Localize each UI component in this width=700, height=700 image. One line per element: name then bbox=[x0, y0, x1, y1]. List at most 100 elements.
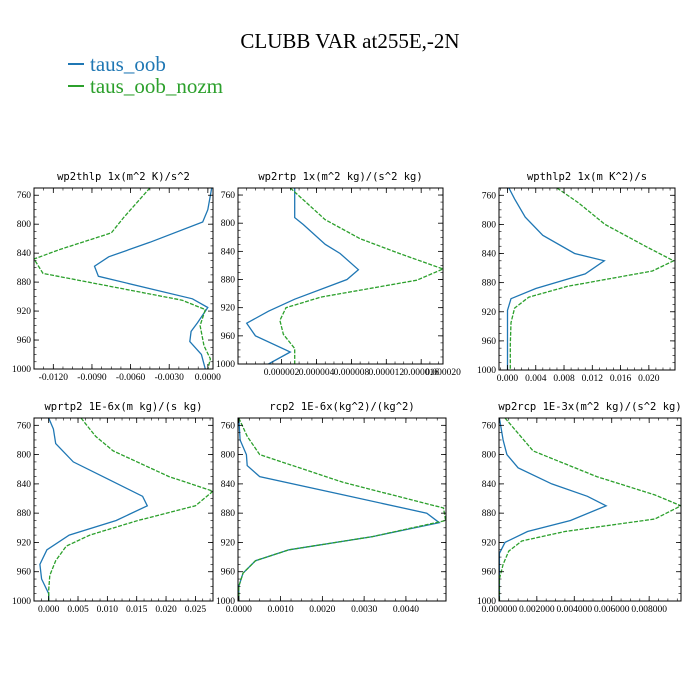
legend-label-taus-oob: taus_oob bbox=[90, 52, 166, 76]
x-tick-label: -0.0060 bbox=[116, 373, 146, 383]
y-tick-label: 840 bbox=[221, 247, 236, 257]
plot-frame bbox=[33, 187, 214, 370]
panel-title: wp2thlp 1x(m^2 K)/s^2 bbox=[57, 171, 190, 183]
x-tick-label: 0.0010 bbox=[268, 605, 294, 615]
x-tick-label: 0.010 bbox=[97, 605, 119, 615]
y-tick-label: 1000 bbox=[477, 597, 496, 607]
panel-title: wprtp2 1E-6x(m kg)/(s kg) bbox=[44, 401, 202, 413]
y-tick-label: 960 bbox=[221, 332, 236, 342]
x-tick-label: 0.008000 bbox=[631, 605, 667, 615]
legend-swatch-taus-oob-nozm bbox=[68, 85, 84, 88]
panel-1: wp2thlp 1x(m^2 K)/s^2 760 800 840 880 920 960 1… bbox=[12, 171, 221, 383]
x-tick-label: 0.012 bbox=[582, 374, 604, 384]
x-tick-label: 0.004 bbox=[525, 374, 547, 384]
panel-6: wp2rcp 1E-3x(m^2 kg)/(s^2 kg)760 800 840 88… bbox=[477, 401, 682, 615]
x-tick-label: -0.0090 bbox=[77, 373, 107, 383]
y-tick-label: 880 bbox=[482, 509, 497, 519]
series-line-taus-oob-nozm bbox=[48, 418, 213, 601]
y-tick-label: 800 bbox=[221, 451, 236, 461]
y-tick-label: 800 bbox=[17, 220, 32, 230]
y-tick-label: 920 bbox=[221, 304, 236, 314]
y-tick-label: 1000 bbox=[216, 360, 235, 370]
y-tick-label: 880 bbox=[482, 279, 497, 289]
figure-title: CLUBB VAR at255E,-2N bbox=[240, 29, 460, 53]
y-tick-label: 800 bbox=[482, 220, 497, 230]
x-tick-label: 0.002000 bbox=[519, 605, 555, 615]
y-tick-label: 840 bbox=[221, 480, 236, 490]
x-tick-label: 0.020 bbox=[638, 374, 660, 384]
series-line-taus-oob bbox=[506, 188, 606, 370]
y-tick-label: 840 bbox=[482, 250, 497, 260]
series-line-taus-oob bbox=[245, 188, 360, 364]
y-tick-label: 840 bbox=[17, 249, 32, 259]
x-tick-label: 0.004000 bbox=[556, 605, 592, 615]
x-tick-label: 0.000 bbox=[38, 605, 60, 615]
panel-title: wp2rcp 1E-3x(m^2 kg)/(s^2 kg) bbox=[498, 401, 681, 413]
y-tick-label: 840 bbox=[17, 480, 32, 490]
y-tick-label: 960 bbox=[17, 568, 32, 578]
legend-item-taus-oob: taus_oob bbox=[68, 52, 166, 77]
x-tick-label: 0.0000 bbox=[226, 605, 252, 615]
x-tick-label: 0.016 bbox=[610, 374, 632, 384]
x-tick-label: 0.015 bbox=[126, 605, 148, 615]
x-tick-label: 0.000000 bbox=[482, 605, 518, 615]
y-tick-label: 920 bbox=[17, 307, 32, 317]
y-tick-label: 920 bbox=[482, 308, 497, 318]
x-tick-label: 0.020 bbox=[155, 605, 177, 615]
y-tick-label: 920 bbox=[482, 538, 497, 548]
y-tick-label: 1000 bbox=[12, 597, 31, 607]
y-tick-label: 920 bbox=[221, 538, 236, 548]
series-line-taus-oob bbox=[93, 188, 213, 369]
x-tick-label: 0.005 bbox=[67, 605, 89, 615]
legend-swatch-taus-oob bbox=[68, 63, 84, 66]
x-tick-label: 0.000012 bbox=[368, 368, 404, 378]
y-tick-label: 880 bbox=[221, 276, 236, 286]
series-line-taus-oob-nozm bbox=[238, 418, 446, 601]
series-line-taus-oob bbox=[238, 418, 441, 601]
x-tick-label: -0.0120 bbox=[39, 373, 69, 383]
y-tick-label: 760 bbox=[482, 421, 497, 431]
series-line-taus-oob-nozm bbox=[279, 188, 443, 364]
panel-title: wpthlp2 1x(m K^2)/s bbox=[527, 171, 647, 183]
y-tick-label: 760 bbox=[482, 191, 497, 201]
y-tick-label: 960 bbox=[482, 568, 497, 578]
plot-frame bbox=[498, 187, 676, 371]
plot-frame bbox=[498, 417, 682, 602]
x-tick-label: 0.0020 bbox=[309, 605, 335, 615]
y-tick-label: 960 bbox=[482, 337, 497, 347]
y-tick-label: 880 bbox=[17, 278, 32, 288]
x-tick-label: 0.000020 bbox=[425, 368, 461, 378]
x-tick-label: 0.000002 bbox=[264, 368, 300, 378]
y-tick-label: 800 bbox=[221, 219, 236, 229]
y-tick-label: 800 bbox=[482, 451, 497, 461]
y-tick-label: 880 bbox=[17, 509, 32, 519]
y-tick-label: 760 bbox=[17, 191, 32, 201]
series-line-taus-oob bbox=[499, 418, 608, 601]
x-tick-label: 0.025 bbox=[185, 605, 207, 615]
y-tick-label: 880 bbox=[221, 509, 236, 519]
y-tick-label: 800 bbox=[17, 451, 32, 461]
x-tick-label: 0.008 bbox=[553, 374, 575, 384]
legend-item-taus-oob-nozm: taus_oob_nozm bbox=[68, 74, 223, 99]
panel-3: wpthlp2 1x(m K^2)/s 760 800 840 880 920 960 100… bbox=[477, 171, 676, 384]
panel-4: wprtp2 1E-6x(m kg)/(s kg) 760 800 840 880 920… bbox=[12, 401, 214, 615]
x-tick-label: 0.0000 bbox=[195, 373, 221, 383]
series-line-taus-oob-nozm bbox=[499, 418, 681, 601]
x-tick-label: 0.000 bbox=[497, 374, 519, 384]
panel-title: wp2rtp 1x(m^2 kg)/(s^2 kg) bbox=[258, 171, 422, 183]
x-tick-label: 0.000004 bbox=[299, 368, 335, 378]
y-tick-label: 960 bbox=[17, 336, 32, 346]
panel-title: rcp2 1E-6x(kg^2)/(kg^2) bbox=[269, 401, 414, 413]
x-tick-label: 0.000008 bbox=[334, 368, 370, 378]
series-line-taus-oob-nozm bbox=[509, 188, 675, 370]
y-tick-label: 760 bbox=[17, 421, 32, 431]
x-tick-label: 0.0040 bbox=[393, 605, 419, 615]
y-tick-label: 840 bbox=[482, 480, 497, 490]
y-tick-label: 760 bbox=[221, 421, 236, 431]
y-tick-label: 960 bbox=[221, 568, 236, 578]
x-tick-label: 0.006000 bbox=[594, 605, 630, 615]
series-line-taus-oob bbox=[39, 418, 149, 601]
x-tick-label: 0.000016 bbox=[403, 368, 439, 378]
panel-2: wp2rtp 1x(m^2 kg)/(s^2 kg) 760 800 840 880 92… bbox=[216, 171, 461, 378]
